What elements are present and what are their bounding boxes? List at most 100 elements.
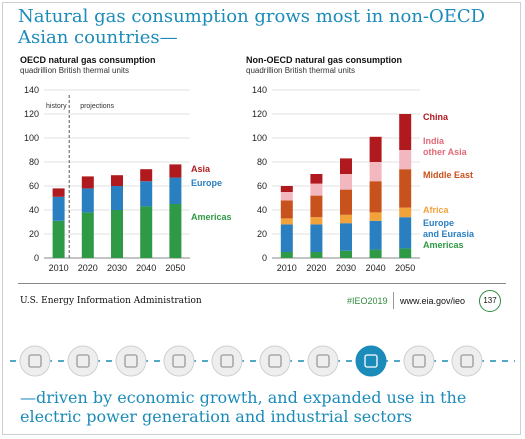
nonoecd-ytick-label: 140 [252,85,267,95]
nonoecd-legend-label: Americas [423,240,464,250]
oecd-ytick-label: 40 [29,205,39,215]
oecd-chart-title: OECD natural gas consumption [20,55,156,65]
nonoecd-legend-label: and Eurasia [423,229,475,239]
footer-divider [18,283,506,284]
oecd-bar-segment [169,204,182,258]
oecd-xtick-label: 2010 [49,263,69,273]
page-title: Natural gas consumption grows most in no… [18,6,486,48]
bottom-caption: —driven by economic growth, and expanded… [20,388,467,426]
industrial-icon [259,345,291,377]
nonoecd-bar-segment [340,189,352,215]
page-number: 137 [479,290,501,312]
nonoecd-ytick-label: 60 [257,181,267,191]
transportation-icon [163,345,195,377]
oecd-bar-segment [52,188,65,197]
nonoecd-legend-label: other Asia [423,147,468,157]
oecd-ytick-label: 0 [34,253,39,263]
oecd-xtick-label: 2040 [136,263,156,273]
nonoecd-bar-segment [399,169,412,208]
nonoecd-ytick-label: 0 [262,253,267,263]
oecd-bar-segment [52,220,65,258]
nonoecd-bar-segment [280,252,293,258]
nonoecd-bar-segment [340,174,352,190]
commercial-icon [67,345,99,377]
oecd-bar-segment [81,176,94,189]
oecd-xtick-label: 2050 [165,263,185,273]
nonoecd-legend-label: China [423,112,449,122]
nonoecd-bar-segment [310,217,323,225]
nonoecd-bar-segment [310,224,323,252]
nonoecd-ytick-label: 120 [252,109,267,119]
oecd-ytick-label: 80 [29,157,39,167]
nonoecd-bar-segment [310,174,323,184]
nonoecd-bar-segment [310,195,323,218]
electricity-icon [211,345,243,377]
coal-icon [403,345,435,377]
nonoecd-bar-segment [369,249,382,258]
nonoecd-bar-segment [340,250,352,258]
nonoecd-xtick-label: 2040 [366,263,386,273]
nonoecd-bar-segment [280,200,293,219]
footer-separator [393,292,394,309]
oecd-ytick-label: 20 [29,229,39,239]
nonoecd-bar-segment [280,224,293,252]
oecd-ytick-label: 140 [24,85,39,95]
nonoecd-legend-label: Middle East [423,170,473,180]
petroleum-icon [307,345,339,377]
projections-label: projections [80,103,114,110]
nonoecd-bar-segment [369,162,382,182]
oecd-bar-segment [111,175,123,186]
oecd-ytick-label: 60 [29,181,39,191]
nonoecd-legend-label: Africa [423,205,450,215]
nonoecd-ytick-label: 100 [252,133,267,143]
oecd-bar-segment [52,196,65,221]
oecd-bar-segment [140,169,153,182]
nonoecd-xtick-label: 2020 [306,263,326,273]
nonoecd-ytick-label: 80 [257,157,267,167]
nonoecd-chart-subtitle: quadrillion British thermal units [246,66,355,75]
oecd-legend-label: Americas [191,212,232,222]
oecd-bar-segment [169,164,182,178]
nonoecd-bar-segment [280,192,293,201]
nonoecd-bar-segment [369,181,382,213]
oecd-bar-segment [111,210,123,258]
nonoecd-bar-segment [340,223,352,251]
nonoecd-bar-segment [310,252,323,258]
nonoecd-bar-segment [369,212,382,221]
website-link[interactable]: www.eia.gov/ieo [400,296,466,306]
nonoecd-bar-segment [369,220,382,250]
nonoecd-legend-label: India [423,136,445,146]
nonoecd-xtick-label: 2010 [277,263,297,273]
oecd-legend-label: Asia [191,164,211,174]
nonoecd-bar-segment [399,114,412,150]
nonoecd-ytick-label: 20 [257,229,267,239]
nonoecd-legend-label: Europe [423,218,454,228]
residential-icon [19,345,51,377]
hashtag: #IEO2019 [347,296,388,306]
nonoecd-bar-segment [369,136,382,162]
agency-name: U.S. Energy Information Administration [20,296,202,306]
oecd-bar-segment [169,177,182,204]
renewables-icon [451,345,483,377]
nonoecd-bar-segment [280,218,293,225]
oecd-xtick-label: 2030 [107,263,127,273]
nonoecd-ytick-label: 40 [257,205,267,215]
nonoecd-bar-segment [280,186,293,192]
nonoecd-bar-segment [399,207,412,218]
oecd-bar-segment [140,206,153,258]
oecd-bar-segment [111,186,123,210]
oecd-bar-segment [140,181,153,207]
energy-icon-strip [10,345,515,377]
oecd-ytick-label: 100 [24,133,39,143]
oecd-bar-segment [81,188,94,213]
nonoecd-bar-segment [399,248,412,258]
oecd-xtick-label: 2020 [78,263,98,273]
nonoecd-bar-segment [310,183,323,196]
oecd-legend-label: Europe [191,178,222,188]
buildings-icon [115,345,147,377]
nonoecd-xtick-label: 2050 [395,263,415,273]
natural-gas-icon [355,345,387,377]
nonoecd-bar-segment [340,158,352,174]
